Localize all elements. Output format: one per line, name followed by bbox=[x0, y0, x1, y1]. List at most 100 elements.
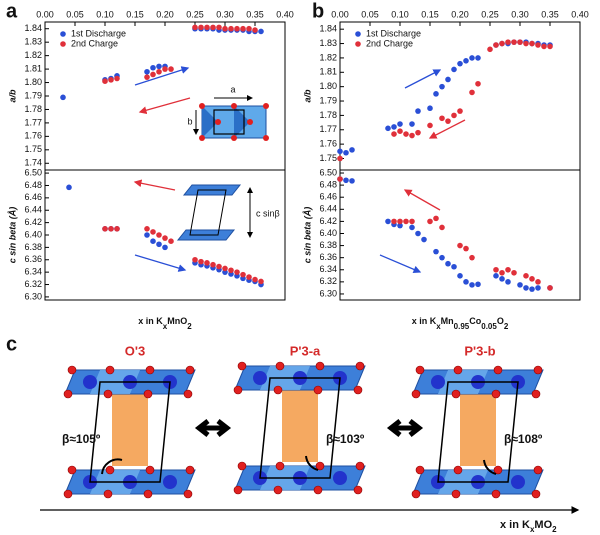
point bbox=[505, 266, 511, 273]
point bbox=[499, 40, 505, 47]
panel-label: c bbox=[6, 333, 17, 355]
x-tick-label: 0.10 bbox=[96, 9, 114, 19]
point bbox=[529, 286, 535, 292]
point bbox=[499, 276, 505, 282]
legend-label: 2nd Charge bbox=[366, 38, 413, 48]
x-tick-label: 0.00 bbox=[331, 9, 349, 19]
legend-marker bbox=[355, 41, 361, 47]
arrow bbox=[428, 119, 466, 139]
y-tick-label: 1.75 bbox=[319, 153, 337, 163]
y-axis-label: c sin beta (Å) bbox=[7, 207, 17, 264]
point bbox=[252, 27, 258, 33]
point bbox=[258, 278, 264, 285]
point bbox=[150, 229, 156, 235]
y-tick-label: 6.36 bbox=[24, 254, 42, 264]
x-tick-label: 0.00 bbox=[36, 9, 54, 19]
point bbox=[517, 282, 523, 288]
y-tick-label: 6.38 bbox=[319, 240, 337, 250]
point bbox=[445, 76, 451, 83]
point bbox=[252, 276, 258, 283]
y-tick-label: 1.79 bbox=[319, 95, 337, 105]
y-tick-label: 1.75 bbox=[24, 144, 42, 154]
point bbox=[204, 260, 210, 266]
x-tick-label: 0.30 bbox=[216, 9, 234, 19]
point bbox=[439, 115, 445, 122]
label-part: x in K bbox=[138, 316, 163, 326]
point bbox=[535, 279, 541, 285]
point bbox=[391, 131, 397, 137]
structure-diagram: O'3 P'3-a P'3-b β≈105º β≈103º β≈108º x i… bbox=[40, 343, 580, 534]
point bbox=[144, 68, 150, 75]
label-part: O bbox=[497, 316, 504, 326]
point bbox=[222, 25, 228, 32]
y-tick-label: 6.30 bbox=[319, 288, 337, 298]
point bbox=[397, 128, 403, 135]
point bbox=[457, 273, 463, 279]
point bbox=[445, 118, 451, 124]
point bbox=[144, 226, 150, 232]
x-tick-label: 0.25 bbox=[481, 9, 499, 19]
point bbox=[343, 149, 349, 156]
point bbox=[505, 279, 511, 285]
point bbox=[210, 24, 216, 31]
point bbox=[216, 24, 222, 31]
point bbox=[487, 46, 493, 53]
point bbox=[228, 267, 234, 274]
x-axis-label: x in KxMnO2 bbox=[138, 316, 192, 330]
x-tick-label: 0.40 bbox=[276, 9, 294, 19]
y-tick-label: 1.78 bbox=[319, 110, 337, 120]
point bbox=[451, 66, 457, 73]
point bbox=[475, 55, 481, 61]
point bbox=[385, 125, 391, 132]
x-tick-label: 0.05 bbox=[66, 9, 84, 19]
label-part: x in K bbox=[500, 519, 530, 531]
point bbox=[162, 66, 168, 72]
y-tick-label: 1.81 bbox=[24, 63, 42, 73]
point bbox=[517, 39, 523, 45]
point bbox=[192, 24, 198, 31]
point bbox=[469, 282, 475, 288]
plots: 1.74 1.75 1.76 1.77 1.78 1.79 1.80 1.81 1.82 1.83… bbox=[7, 9, 588, 330]
arrow bbox=[403, 189, 441, 211]
y-tick-label: 6.50 bbox=[319, 167, 337, 177]
point bbox=[493, 273, 499, 279]
x-tick-label: 0.40 bbox=[571, 9, 589, 19]
y-tick-label: 1.83 bbox=[24, 37, 42, 47]
point bbox=[156, 232, 162, 238]
point bbox=[415, 129, 421, 136]
y-tick-label: 1.76 bbox=[319, 139, 337, 149]
point bbox=[547, 285, 553, 291]
point bbox=[523, 40, 529, 47]
point bbox=[523, 273, 529, 279]
legend-marker bbox=[355, 31, 361, 37]
point bbox=[240, 25, 246, 32]
point bbox=[397, 121, 403, 127]
point bbox=[445, 260, 451, 267]
label-part: 0.95 bbox=[454, 322, 470, 331]
annotations: a b c sinβ bbox=[133, 66, 466, 274]
y-tick-label: 1.74 bbox=[24, 158, 42, 168]
y-tick-label: 6.46 bbox=[319, 192, 337, 202]
point bbox=[108, 226, 114, 232]
panel-label: b bbox=[312, 0, 324, 22]
y-tick-label: 6.40 bbox=[24, 229, 42, 239]
point bbox=[150, 71, 156, 78]
y-tick-label: 6.32 bbox=[319, 276, 337, 286]
point bbox=[168, 66, 174, 72]
x-tick-label: 0.25 bbox=[186, 9, 204, 19]
point bbox=[535, 42, 541, 48]
point bbox=[415, 230, 421, 237]
point bbox=[409, 121, 415, 127]
point bbox=[433, 248, 439, 255]
legend-marker bbox=[60, 41, 66, 47]
point bbox=[475, 281, 481, 288]
point bbox=[397, 222, 403, 229]
inset-c: c sinβ bbox=[176, 184, 280, 241]
point bbox=[391, 218, 397, 225]
label-part: 2 bbox=[187, 322, 192, 331]
y-tick-label: 1.82 bbox=[319, 52, 337, 62]
point bbox=[439, 224, 445, 231]
point bbox=[409, 224, 415, 231]
y-tick-label: 1.82 bbox=[24, 50, 42, 60]
point bbox=[216, 263, 222, 270]
